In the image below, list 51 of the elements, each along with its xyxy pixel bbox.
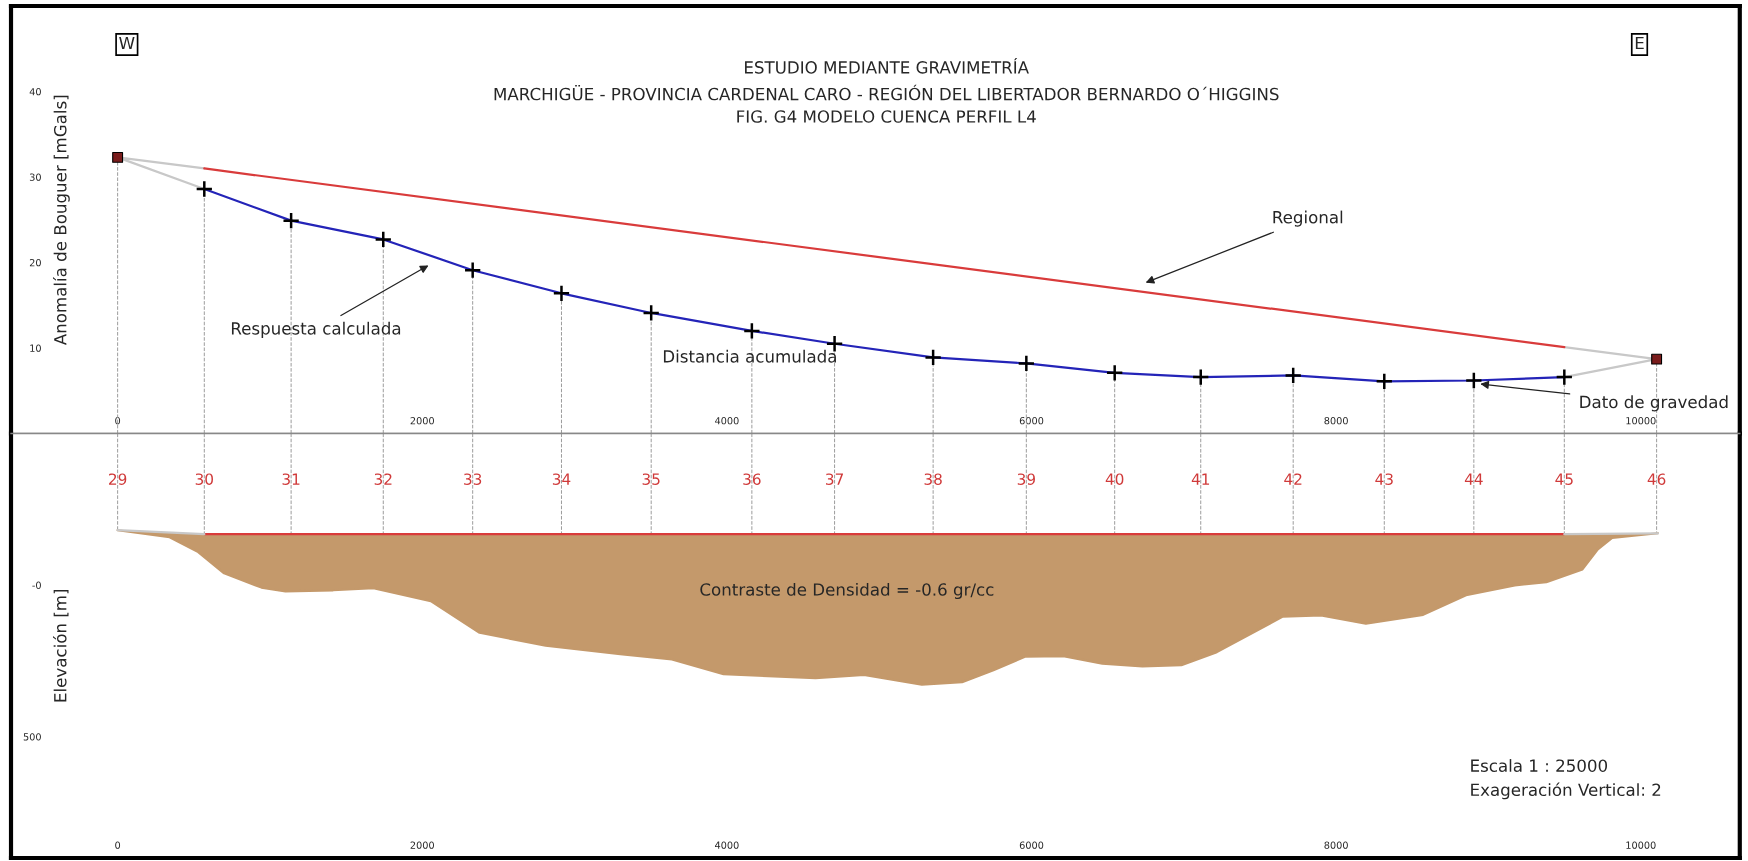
annotation: 36 [743,473,761,485]
x-tick-label: 0 [115,841,121,849]
y-axis-title: Elevación [m] [52,589,69,702]
annotation: Distancia acumulada [663,349,836,363]
x-tick-label: 0 [115,417,121,425]
annotation: 45 [1555,473,1573,485]
annotation: 38 [924,473,942,485]
annotation: 33 [464,473,482,485]
annotation: Regional [1273,210,1343,227]
y-axis-title: Anomalía de Bouguer [mGals] [52,95,70,346]
annotation: 34 [552,473,571,485]
annotation: 43 [1375,473,1393,485]
point [112,151,124,163]
annotation: 32 [374,473,392,485]
annotation: 35 [642,473,660,485]
y-tick-label: 20 [29,259,41,267]
annotation: 39 [1017,473,1035,485]
annotation: 44 [1464,473,1483,485]
annotation: 42 [1284,473,1302,485]
annotation: 31 [282,473,300,485]
annotation: 41 [1191,473,1210,485]
x-tick-label: 6000 [1019,841,1044,849]
x-tick-label: 8000 [1324,841,1348,849]
x-tick-label: 4000 [715,417,739,425]
annotation: W [119,36,135,50]
annotation: Dato de gravedad [1580,395,1728,412]
y-tick-label: 10 [30,344,41,352]
x-tick-label: 2000 [410,417,434,425]
annotation: Escala 1 : 25000 [1471,759,1608,772]
annotation: Exageración Vertical: 2 [1471,782,1661,800]
text: MARCHIGÜE - PROVINCIA CARDENAL CARO - REGIÓN DEL LIBERTADOR BERNARDO O´HIGGINS FIG. G4 MODELO CUENCA PERFIL L4 [494,84,1279,123]
annotation: 29 [109,473,127,485]
y-tick-label: 500 [23,733,41,741]
point [1651,353,1663,365]
x-tick-label: 10000 [1626,417,1656,425]
x-tick-label: 10000 [1626,841,1656,849]
annotation: 46 [1647,473,1666,485]
x-tick-label: 4000 [715,841,739,849]
annotation: 30 [195,473,214,485]
y-tick-label: -0 [32,581,41,589]
y-tick-label: 40 [29,88,41,96]
annotation: E [1635,36,1644,50]
x-tick-label: 8000 [1324,417,1348,425]
x-tick-label: 2000 [410,841,434,849]
text: ESTUDIO MEDIANTE GRAVIMETRÍA [745,58,1029,74]
annotation: Contraste de Densidad = -0.6 gr/cc [700,582,994,600]
annotation: 37 [826,473,843,485]
x-tick-label: 6000 [1019,417,1044,425]
annotation: Respuesta calculada [231,321,401,338]
annotation: 40 [1105,473,1124,485]
y-tick-label: 30 [29,173,41,181]
